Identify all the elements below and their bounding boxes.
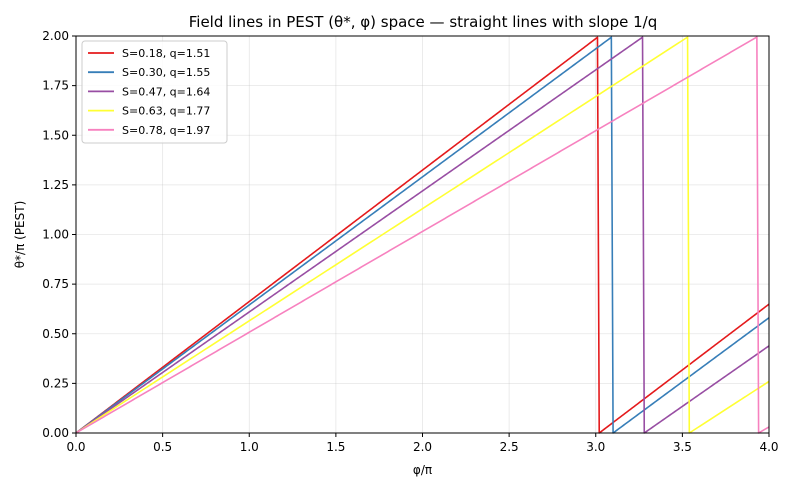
x-tick-label: 1.0 xyxy=(240,440,259,454)
series-line-5 xyxy=(75,36,770,434)
x-axis-label: φ/π xyxy=(413,463,432,477)
series-line-3 xyxy=(75,36,770,434)
x-tick-label: 2.0 xyxy=(413,440,432,454)
legend: S=0.18, q=1.51 S=0.30, q=1.55 S=0.47, q=1.… xyxy=(81,40,228,144)
chart-title: Field lines in PEST (θ*, φ) space — stra… xyxy=(189,13,658,31)
series-line-4 xyxy=(75,36,770,434)
legend-entry: S=0.63, q=1.77 xyxy=(122,105,210,118)
y-tick-label: 0.50 xyxy=(42,327,69,341)
legend-entry: S=0.47, q=1.64 xyxy=(122,85,210,98)
y-tick-label: 0.75 xyxy=(42,277,69,291)
x-axis: 0.0 0.5 1.0 1.5 2.0 2.5 3.0 3.5 4.0 xyxy=(66,433,779,454)
y-axis-label: θ*/π (PEST) xyxy=(13,201,27,269)
x-tick-label: 0.0 xyxy=(66,440,85,454)
y-tick-label: 1.25 xyxy=(42,178,69,192)
y-axis: 0.00 0.25 0.50 0.75 1.00 1.25 1.50 1.75 2.00 xyxy=(42,29,76,440)
series-line-1 xyxy=(75,36,770,434)
y-tick-label: 1.75 xyxy=(42,79,69,93)
y-tick-label: 1.00 xyxy=(42,228,69,242)
y-tick-label: 2.00 xyxy=(42,29,69,43)
legend-box xyxy=(81,40,228,144)
x-tick-label: 1.5 xyxy=(326,440,345,454)
series-lines xyxy=(75,36,770,434)
x-tick-label: 4.0 xyxy=(759,440,778,454)
x-tick-label: 3.0 xyxy=(586,440,605,454)
x-tick-label: 0.5 xyxy=(153,440,172,454)
legend-entry: S=0.18, q=1.51 xyxy=(122,47,210,60)
legend-entry: S=0.30, q=1.55 xyxy=(122,66,210,79)
y-tick-label: 0.25 xyxy=(42,376,69,390)
y-tick-label: 1.50 xyxy=(42,128,69,142)
y-tick-label: 0.00 xyxy=(42,426,69,440)
x-tick-label: 3.5 xyxy=(673,440,692,454)
x-tick-label: 2.5 xyxy=(500,440,519,454)
legend-entry: S=0.78, q=1.97 xyxy=(122,124,210,137)
series-line-2 xyxy=(75,36,770,434)
